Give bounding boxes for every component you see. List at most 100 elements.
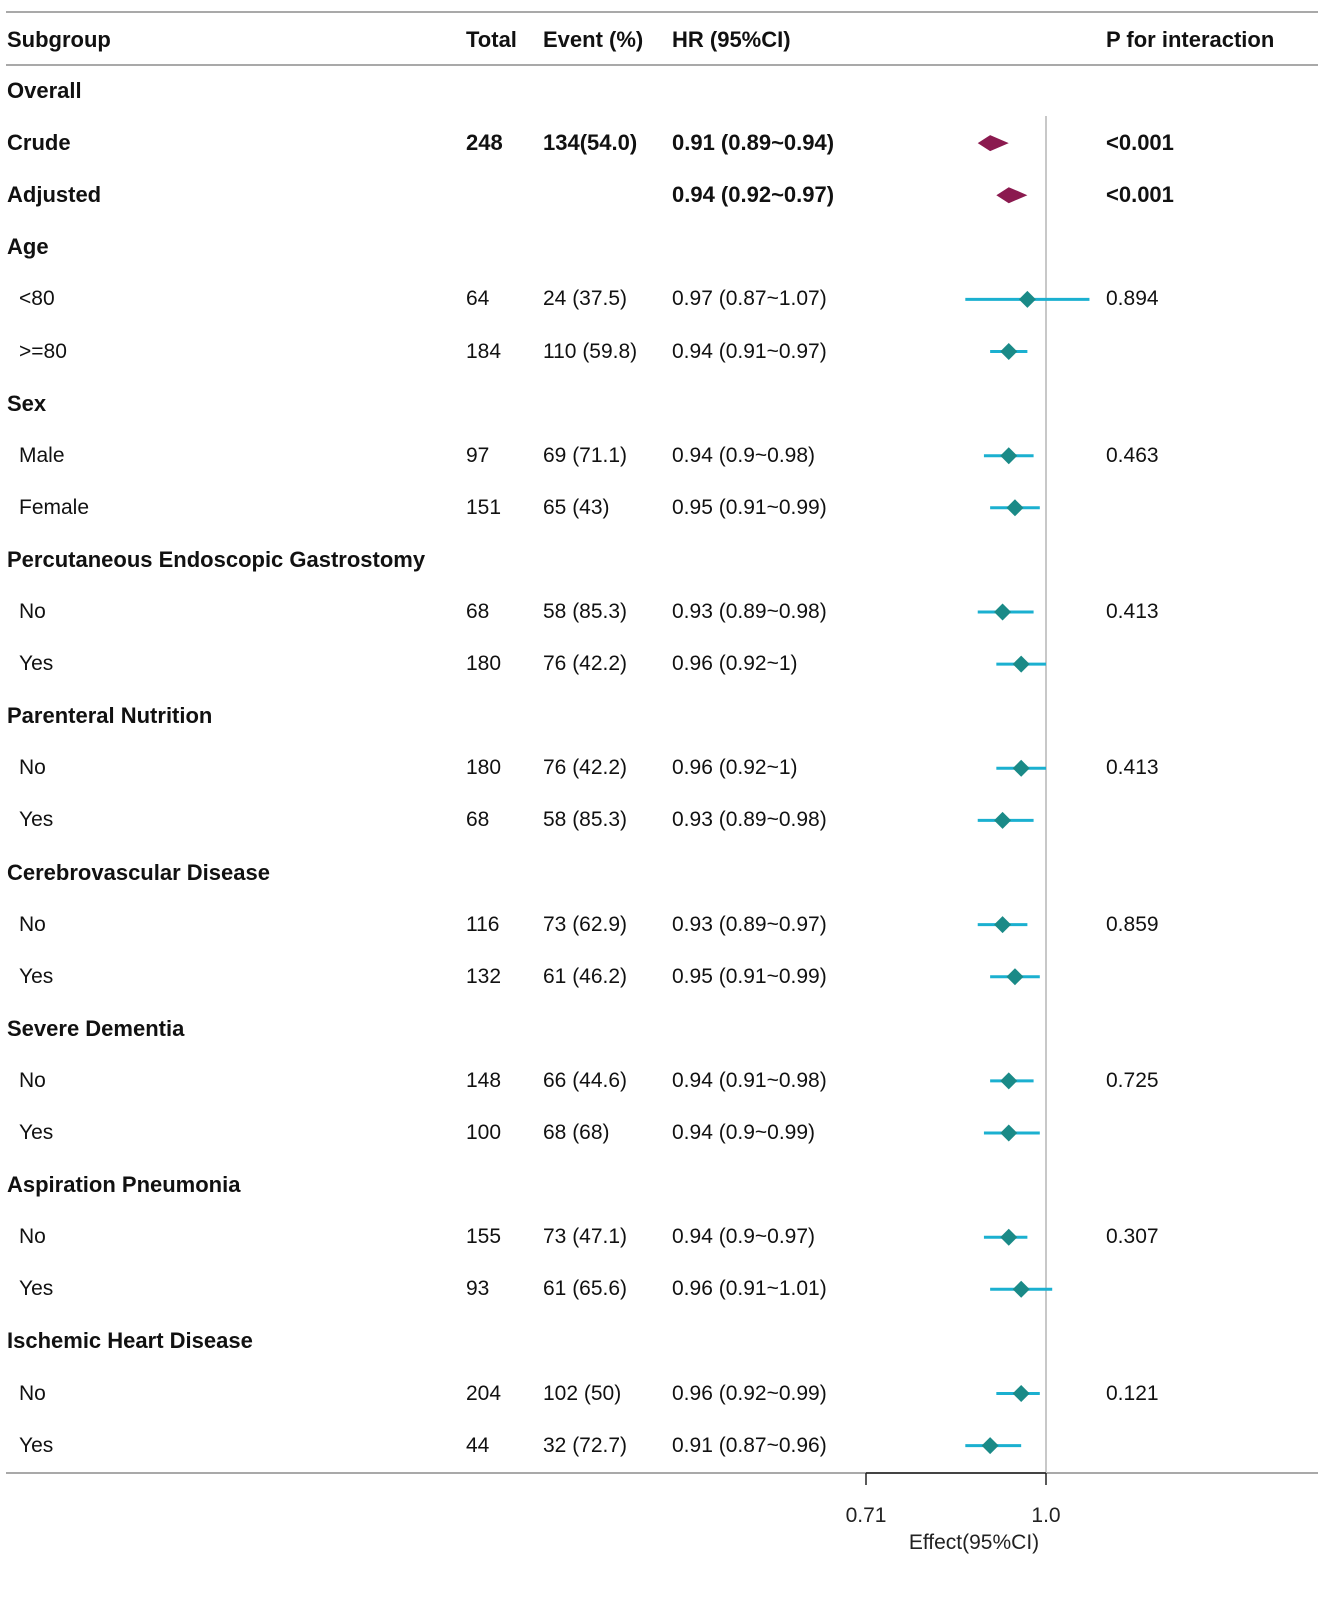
cell-subgroup: Crude	[7, 130, 71, 155]
cell-hr: 0.97 (0.87~1.07)	[672, 287, 827, 310]
point-marker	[1012, 759, 1030, 777]
cell-total: 68	[466, 808, 490, 831]
point-marker	[1000, 343, 1018, 360]
cell-subgroup: No	[19, 913, 46, 936]
point-marker	[1000, 1124, 1018, 1142]
cell-event: 76 (42.2)	[543, 756, 628, 779]
cell-subgroup: Parenteral Nutrition	[7, 703, 213, 728]
cell-subgroup: No	[19, 1382, 46, 1405]
cell-hr: 0.91 (0.89~0.94)	[672, 130, 835, 155]
point-marker	[981, 1437, 999, 1455]
cell-total: 93	[466, 1277, 490, 1300]
cell-hr: 0.93 (0.89~0.97)	[672, 913, 827, 936]
cell-subgroup: Sex	[7, 391, 47, 416]
cell-event: 32 (72.7)	[543, 1434, 628, 1457]
cell-hr: 0.95 (0.91~0.99)	[672, 496, 827, 519]
cell-total: 148	[466, 1069, 502, 1092]
cell-subgroup: Cerebrovascular Disease	[7, 860, 270, 885]
x-axis-label: Effect(95%CI)	[909, 1531, 1039, 1554]
cell-total: 155	[466, 1225, 502, 1248]
cell-p: 0.413	[1106, 600, 1159, 623]
point-marker	[994, 811, 1012, 829]
cell-total: 180	[466, 652, 502, 675]
cell-subgroup: Yes	[19, 652, 54, 675]
top-rule	[6, 11, 1318, 13]
cell-hr: 0.94 (0.91~0.98)	[672, 1069, 827, 1092]
cell-total: 184	[466, 340, 502, 363]
cell-event: 61 (46.2)	[543, 965, 628, 988]
point-marker	[1012, 655, 1030, 673]
cell-p: 0.463	[1106, 444, 1159, 467]
cell-event: 61 (65.6)	[543, 1277, 628, 1300]
header-hr: HR (95%CI)	[672, 27, 791, 52]
cell-subgroup: >=80	[19, 340, 67, 363]
cell-subgroup: Ischemic Heart Disease	[7, 1328, 253, 1353]
point-marker	[1006, 968, 1024, 986]
cell-event: 134(54.0)	[543, 130, 638, 155]
cell-event: 73 (47.1)	[543, 1225, 628, 1248]
cell-subgroup: Male	[19, 444, 65, 467]
cell-subgroup: No	[19, 756, 46, 779]
cell-p: 0.307	[1106, 1225, 1159, 1248]
point-marker	[1006, 499, 1024, 517]
cell-event: 73 (62.9)	[543, 913, 628, 936]
cell-hr: 0.93 (0.89~0.98)	[672, 600, 827, 623]
cell-total: 204	[466, 1382, 502, 1405]
cell-hr: 0.94 (0.9~0.99)	[672, 1121, 816, 1144]
header-rule	[6, 64, 1318, 66]
point-marker	[1012, 1385, 1030, 1402]
cell-p: <0.001	[1106, 182, 1174, 207]
point-marker	[994, 916, 1012, 934]
cell-event: 66 (44.6)	[543, 1069, 628, 1092]
cell-p: 0.725	[1106, 1069, 1159, 1092]
overall-diamond	[996, 187, 1028, 204]
x-tick-label: 0.71	[846, 1504, 887, 1527]
header-total: Total	[466, 27, 517, 52]
cell-event: 65 (43)	[543, 496, 610, 519]
cell-hr: 0.94 (0.92~0.97)	[672, 182, 835, 207]
cell-total: 100	[466, 1121, 502, 1144]
cell-subgroup: No	[19, 1069, 46, 1092]
cell-total: 97	[466, 444, 490, 467]
header-subgroup: Subgroup	[7, 27, 111, 52]
cell-subgroup: Aspiration Pneumonia	[7, 1172, 241, 1197]
cell-total: 64	[466, 287, 490, 310]
cell-hr: 0.96 (0.92~0.99)	[672, 1382, 827, 1405]
cell-subgroup: No	[19, 600, 46, 623]
cell-event: 68 (68)	[543, 1121, 610, 1144]
cell-p: 0.413	[1106, 756, 1159, 779]
point-marker	[1018, 290, 1036, 308]
cell-subgroup: Yes	[19, 1434, 54, 1457]
cell-p: 0.859	[1106, 913, 1159, 936]
cell-total: 151	[466, 496, 502, 519]
cell-hr: 0.96 (0.92~1)	[672, 756, 798, 779]
cell-hr: 0.96 (0.91~1.01)	[672, 1277, 827, 1300]
cell-total: 68	[466, 600, 490, 623]
cell-p: 0.894	[1106, 287, 1159, 310]
point-marker	[1000, 1072, 1018, 1090]
cell-total: 180	[466, 756, 502, 779]
cell-subgroup: No	[19, 1225, 46, 1248]
cell-subgroup: Age	[7, 234, 49, 259]
cell-subgroup: Female	[19, 496, 90, 519]
cell-hr: 0.94 (0.9~0.97)	[672, 1225, 816, 1248]
cell-subgroup: Adjusted	[7, 182, 102, 207]
cell-subgroup: Overall	[7, 78, 82, 103]
cell-subgroup: Severe Dementia	[7, 1016, 185, 1041]
cell-event: 102 (50)	[543, 1382, 622, 1405]
cell-event: 58 (85.3)	[543, 600, 628, 623]
point-marker	[1012, 1280, 1030, 1298]
cell-hr: 0.94 (0.91~0.97)	[672, 340, 827, 363]
cell-event: 24 (37.5)	[543, 287, 628, 310]
cell-hr: 0.94 (0.9~0.98)	[672, 444, 816, 467]
bottom-rule	[6, 1472, 1318, 1474]
cell-event: 110 (59.8)	[543, 340, 638, 363]
cell-subgroup: <80	[19, 287, 55, 310]
cell-p: <0.001	[1106, 130, 1174, 155]
cell-event: 58 (85.3)	[543, 808, 628, 831]
cell-hr: 0.93 (0.89~0.98)	[672, 808, 827, 831]
cell-total: 248	[466, 130, 503, 155]
point-marker	[1000, 1228, 1018, 1246]
overall-diamond	[977, 135, 1009, 152]
